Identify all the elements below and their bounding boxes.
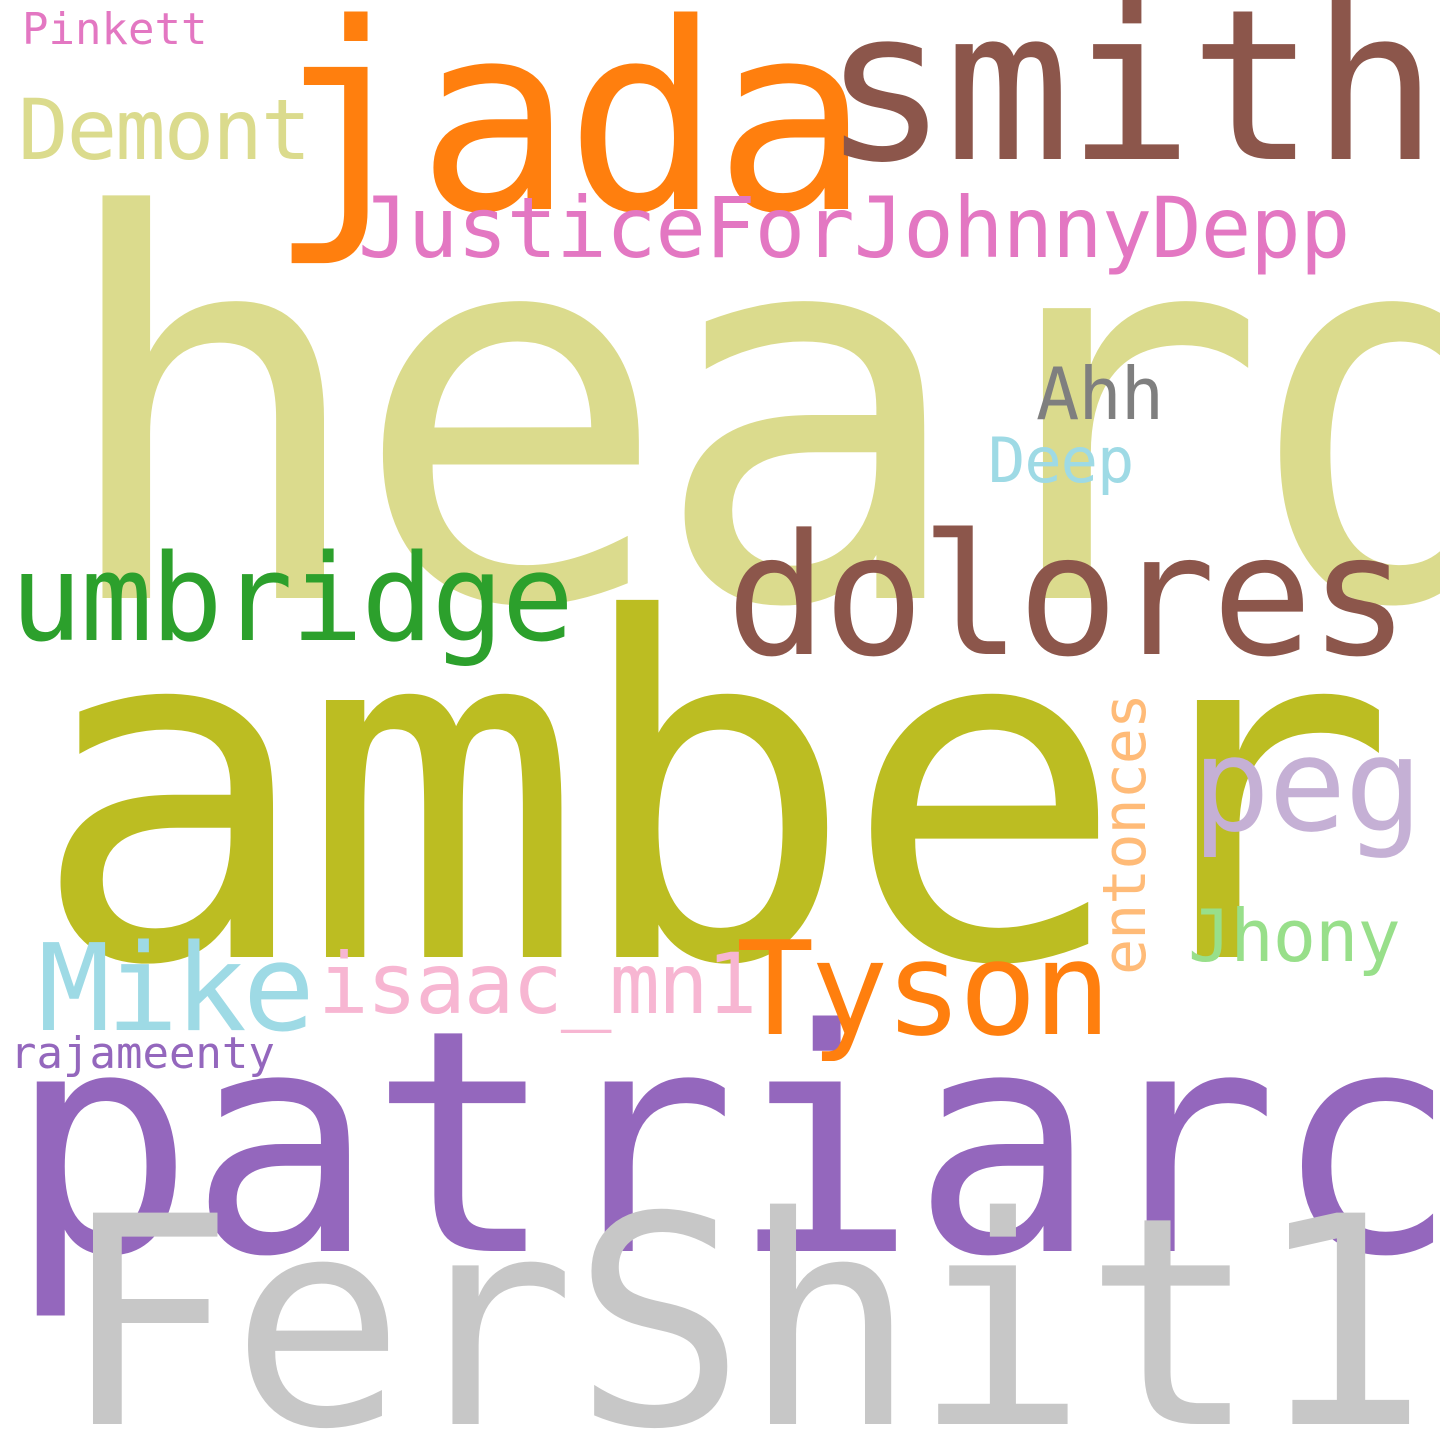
word-pinkett: Pinkett bbox=[22, 4, 208, 55]
word-patriarchy: patriarchy bbox=[8, 964, 1440, 1325]
word-tyson: Tyson bbox=[736, 913, 1111, 1065]
word-umbridge: umbridge bbox=[10, 530, 574, 669]
word-justicefor-johnnydepp: JusticeForJohnnyDepp bbox=[358, 179, 1350, 277]
word-isaac-mn1: isaac_mn1 bbox=[318, 935, 757, 1033]
word-jada: jada bbox=[268, 0, 870, 271]
word-smith: smith bbox=[822, 0, 1438, 209]
word-mike: Mike bbox=[38, 920, 315, 1059]
word-entonces: entonces bbox=[1090, 694, 1160, 975]
word-deep: Deep bbox=[988, 424, 1134, 497]
word-rajameenty: rajameenty bbox=[10, 1028, 275, 1079]
word-dolores: dolores bbox=[726, 498, 1410, 694]
word-peg: peg bbox=[1192, 709, 1423, 861]
word-ahh: Ahh bbox=[1036, 352, 1164, 436]
word-demont: Demont bbox=[18, 81, 311, 179]
word-fershit13: FerShit13 bbox=[60, 1156, 1440, 1440]
word-amber: amber bbox=[30, 521, 1397, 1068]
word-heard: heard bbox=[52, 106, 1440, 723]
word-jhony: Jhony bbox=[1188, 894, 1401, 978]
